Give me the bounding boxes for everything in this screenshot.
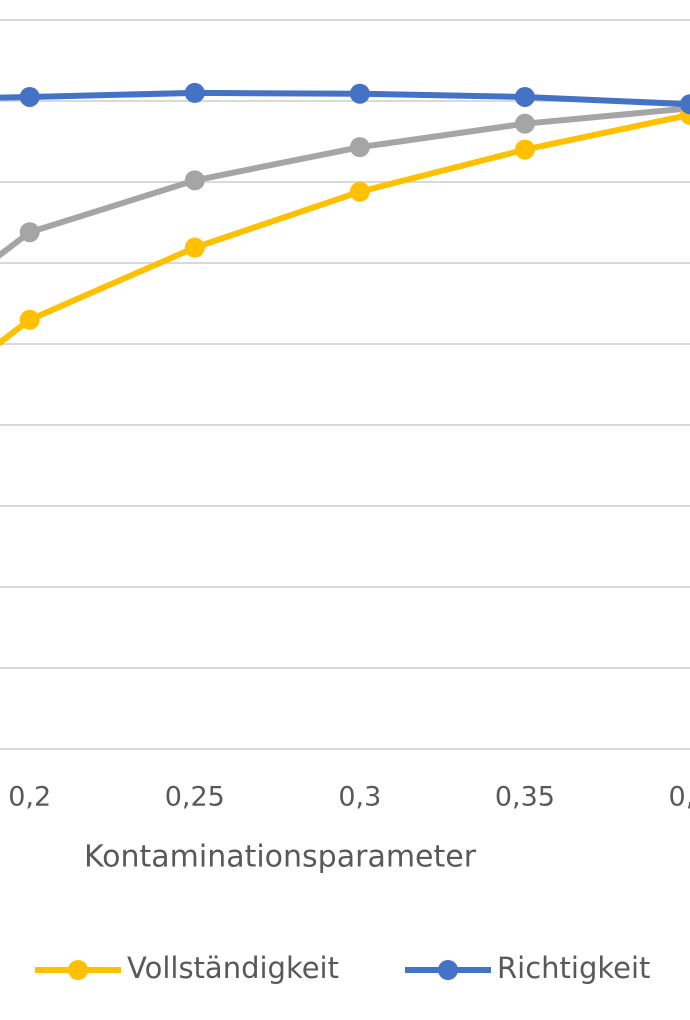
legend-marker <box>438 960 458 980</box>
series-line <box>0 111 690 347</box>
data-point <box>349 181 370 202</box>
series-line <box>0 105 690 259</box>
x-tick-label: 0,4 <box>669 782 690 813</box>
data-point <box>514 139 535 160</box>
data-point <box>349 83 370 104</box>
x-axis-title: Kontaminationsparameter <box>84 840 477 875</box>
x-tick-label: 0,35 <box>495 782 555 813</box>
legend-label: Richtigkeit <box>497 951 650 985</box>
data-point <box>184 82 205 103</box>
data-point <box>680 94 690 115</box>
data-point <box>514 86 535 107</box>
legend-marker <box>68 960 88 980</box>
series-line <box>0 89 690 108</box>
data-point <box>184 237 205 258</box>
legend-label: Vollständigkeit <box>127 951 339 985</box>
data-point <box>184 170 205 191</box>
x-tick-label: 0,25 <box>165 782 225 813</box>
data-point <box>19 222 40 243</box>
x-tick-label: 0,3 <box>338 782 381 813</box>
data-point <box>19 86 40 107</box>
data-point <box>19 309 40 330</box>
x-tick-label: 0,2 <box>8 782 51 813</box>
data-point <box>349 137 370 158</box>
data-point <box>514 113 535 134</box>
